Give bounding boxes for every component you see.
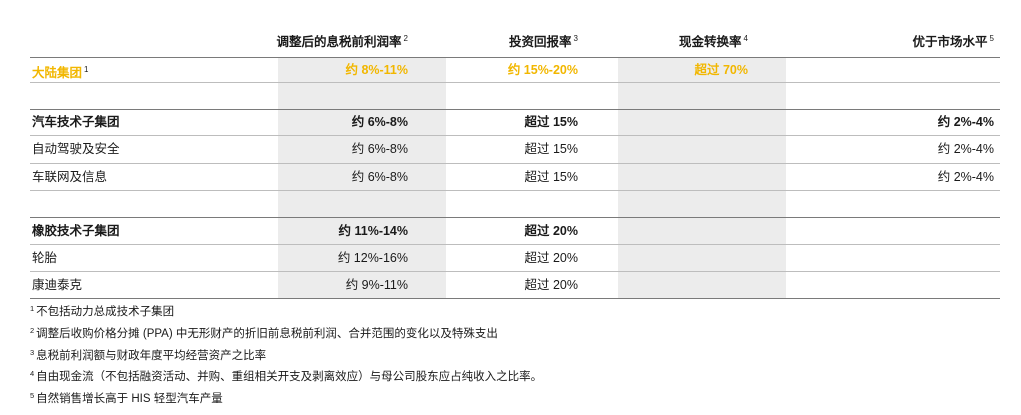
table-row-automotive: 汽车技术子集团 约 6%-8% 超过 15% 约 2%-4% [30,109,1000,135]
divider [30,57,1000,58]
cell-market: 约 2%-4% [937,115,994,129]
footnote: 1 不包括动力总成技术子集团 [30,304,175,318]
table-row: 轮胎 约 12%-16% 超过 20% [30,245,1000,271]
footnote: 2 调整后收购价格分摊 (PPA) 中无形财产的折旧前息税前利润、合并范围的变化以… [30,325,498,340]
table-row: 自动驾驶及安全 约 6%-8% 超过 15% 约 2%-4% [30,136,1000,162]
row-label: 大陆集团 1 [32,65,89,81]
table-row: 康迪泰克 约 9%-11% 超过 20% [30,272,1000,298]
divider [30,135,1000,136]
divider [30,217,1000,218]
cell-roce: 超过 15% [524,142,579,156]
cell-roce: 约 15%-20% [507,63,578,77]
footnote: 3 息税前利润额与财政年度平均经营资产之比率 [30,347,267,362]
shaded-column-ebit [278,58,446,298]
row-label: 轮胎 [32,251,58,265]
row-label: 康迪泰克 [32,278,83,292]
row-label: 车联网及信息 [32,170,108,184]
row-label: 自动驾驶及安全 [32,142,120,156]
cell-ebit: 约 6%-8% [351,142,408,156]
header-ebit-margin: 调整后的息税前利润率 2 [276,34,408,50]
cell-ebit: 约 12%-16% [337,251,408,265]
footnote: 4 自由现金流（不包括融资活动、并购、重组相关开支及剥离效应）与母公司股东应占纯收… [30,369,543,384]
divider [30,190,1000,191]
divider [30,271,1000,272]
header-roce: 投资回报率 3 [509,34,578,50]
cell-market: 约 2%-4% [937,170,994,184]
cell-roce: 超过 15% [524,170,579,184]
cell-ebit: 约 8%-11% [345,63,408,77]
table-header: 调整后的息税前利润率 2 投资回报率 3 现金转换率 4 优于市场水平 5 [30,26,1000,52]
cell-ebit: 约 9%-11% [345,278,408,292]
table-row-rubber: 橡胶技术子集团 约 11%-14% 超过 20% [30,218,1000,244]
footnote: 5 自然销售增长高于 HIS 轻型汽车产量 [30,391,223,406]
header-cash-conversion: 现金转换率 4 [679,34,748,50]
cell-cash: 超过 70% [694,63,749,77]
divider [30,163,1000,164]
table-row: 车联网及信息 约 6%-8% 超过 15% 约 2%-4% [30,164,1000,190]
table-row-group: 大陆集团 1 约 8%-11% 约 15%-20% 超过 70% [30,57,1000,83]
cell-ebit: 约 6%-8% [351,170,408,184]
divider [30,109,1000,110]
cell-roce: 超过 20% [524,224,579,238]
row-label: 橡胶技术子集团 [32,224,120,238]
cell-ebit: 约 11%-14% [338,224,408,238]
cell-roce: 超过 15% [524,115,579,129]
footnotes: 1 不包括动力总成技术子集团 2 调整后收购价格分摊 (PPA) 中无形财产的折旧前… [30,300,542,409]
cell-roce: 超过 20% [524,278,579,292]
row-label: 汽车技术子集团 [32,115,120,129]
cell-roce: 超过 20% [524,251,579,265]
divider [30,298,1000,299]
divider [30,82,1000,83]
cell-market: 约 2%-4% [937,142,994,156]
cell-ebit: 约 6%-8% [351,115,408,129]
header-outperform-market: 优于市场水平 5 [912,34,994,50]
divider [30,244,1000,245]
shaded-column-cash [618,58,786,298]
